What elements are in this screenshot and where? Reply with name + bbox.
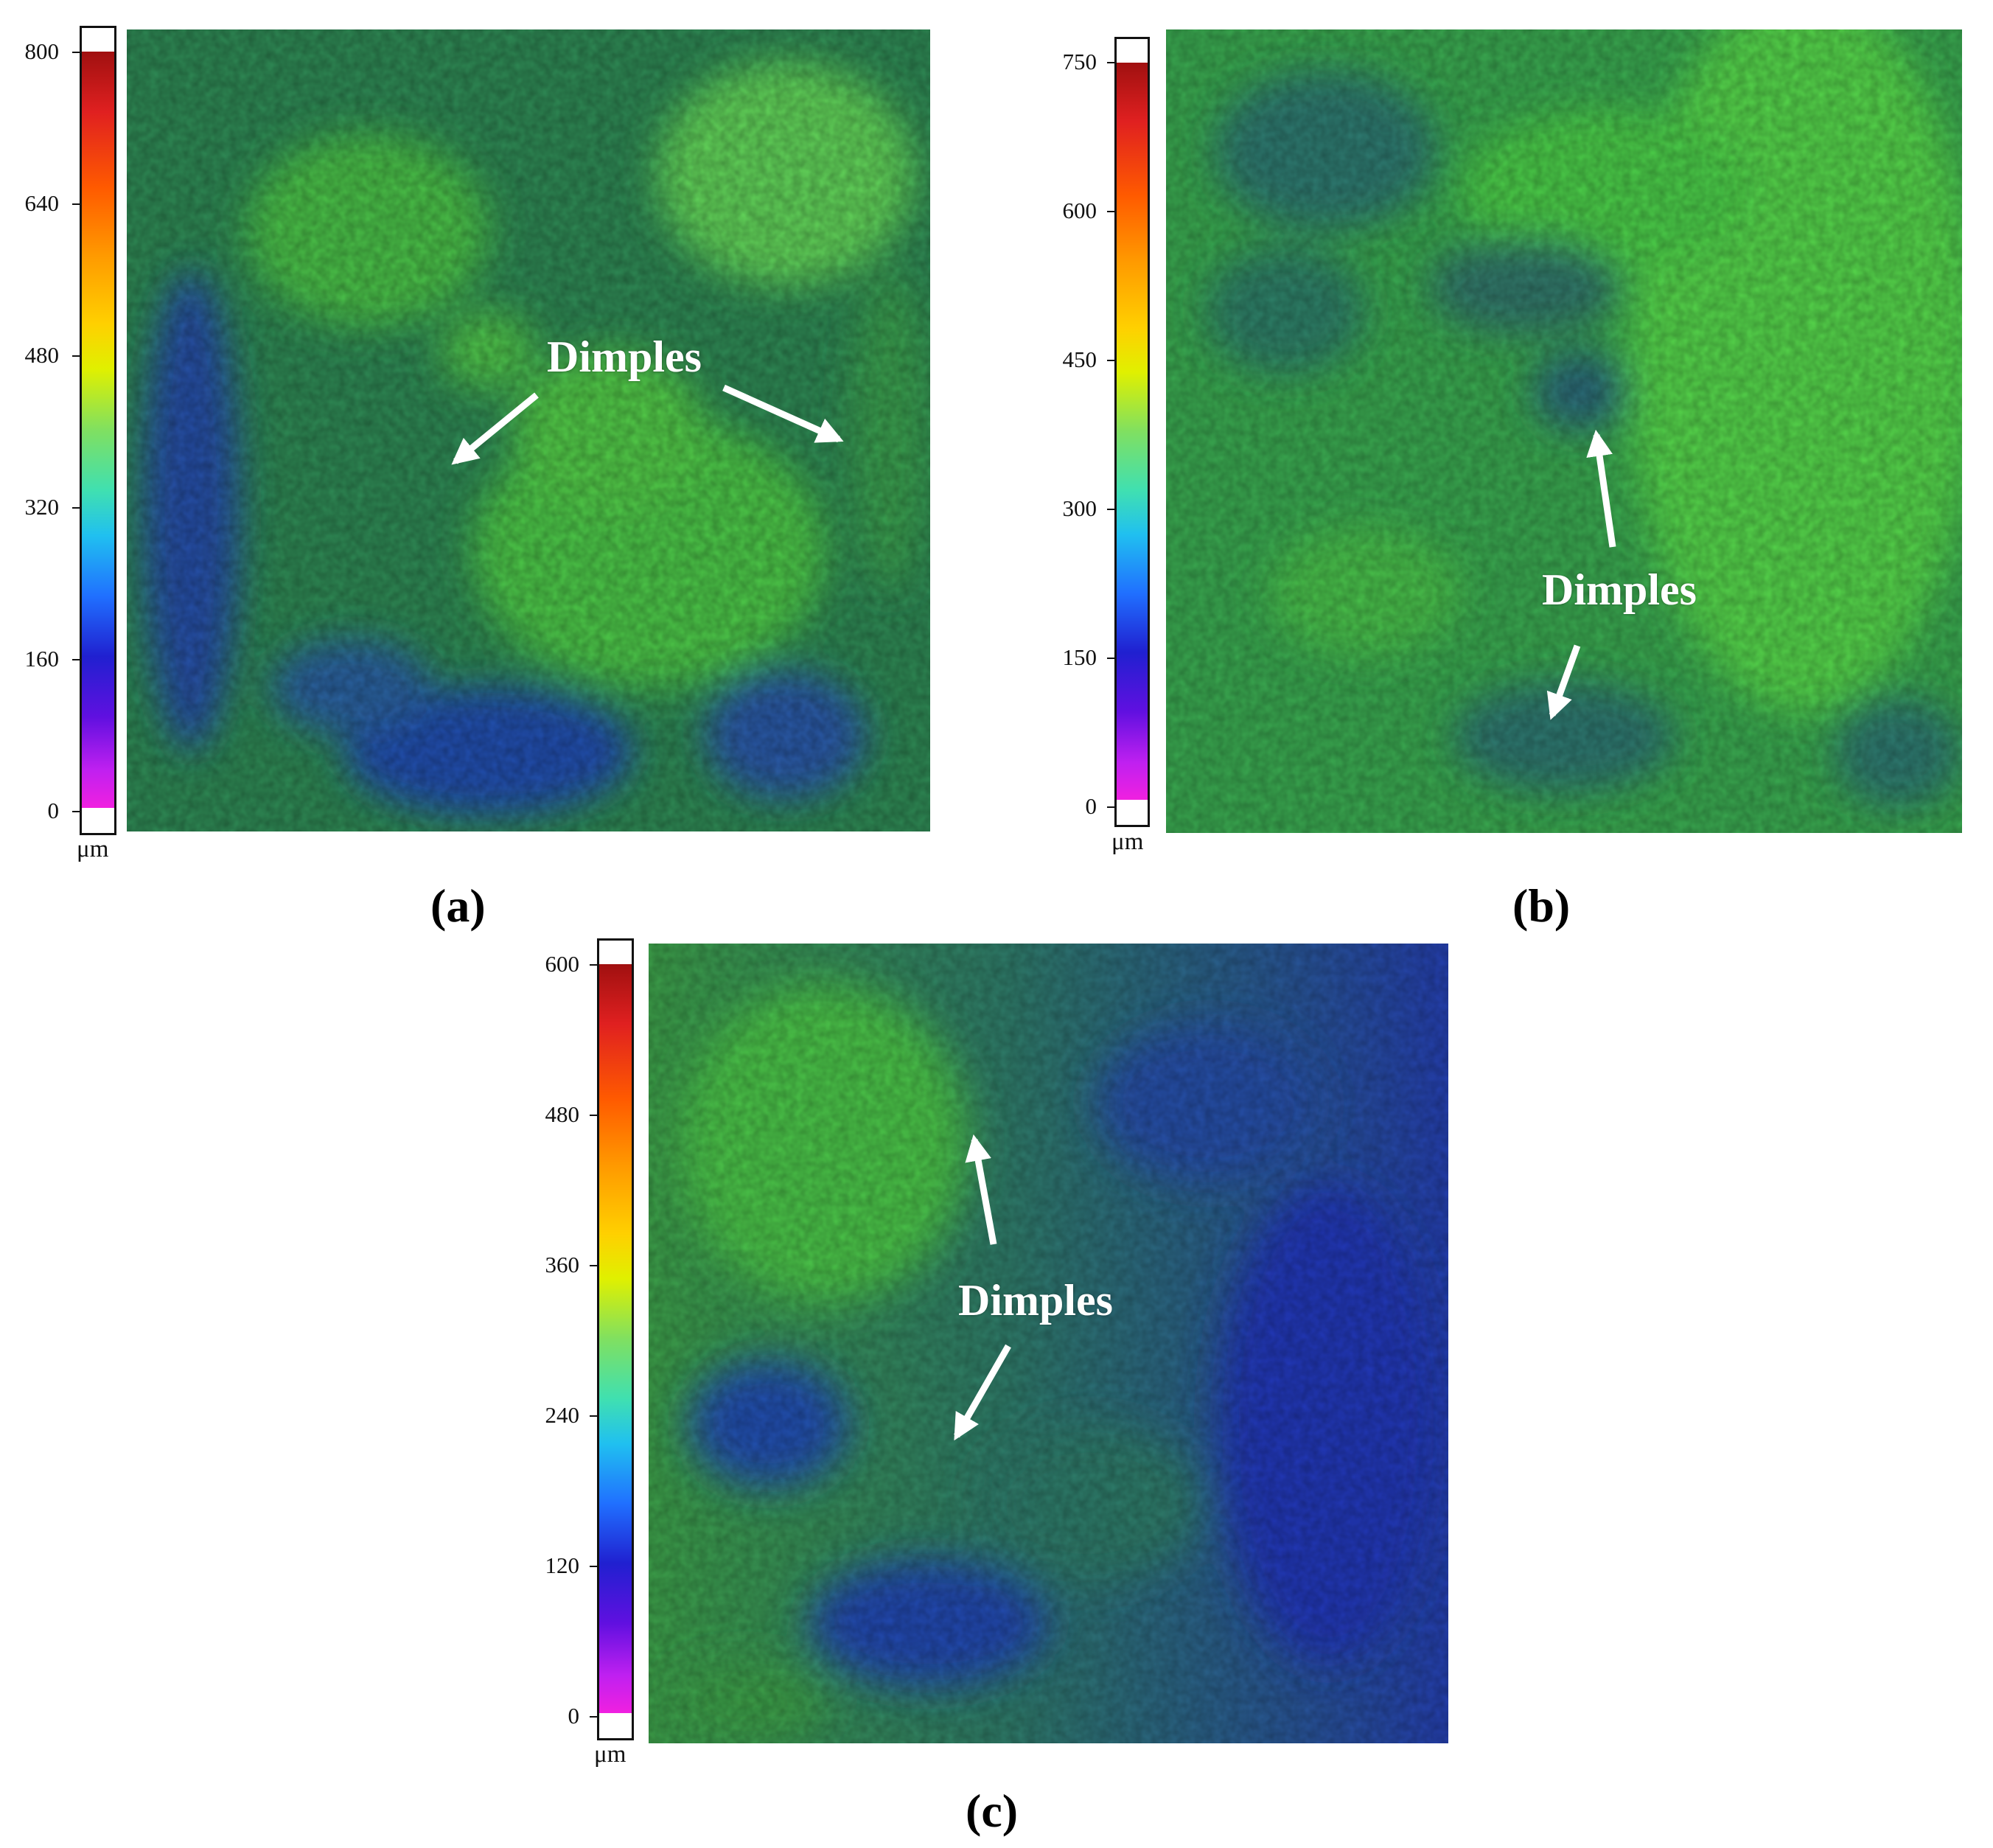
scale-tick-a-5: 0 [47, 798, 60, 823]
surface-map-a [127, 29, 930, 831]
scale-tick-c-2: 360 [545, 1252, 580, 1277]
unit-label-b: μm [1111, 829, 1144, 855]
color-scale-gradient-a [82, 52, 114, 808]
surface-map-b [1166, 29, 1962, 833]
scale-tick-c-4: 120 [545, 1552, 580, 1578]
tickmark [72, 811, 80, 812]
panel-label-b: (b) [1512, 879, 1571, 932]
color-scale-bar-c [597, 938, 634, 1740]
unit-label-c: μm [594, 1741, 626, 1768]
scale-tick-a-2: 480 [24, 342, 60, 368]
scale-tick-b-0: 750 [1062, 49, 1097, 74]
tickmark [72, 507, 80, 509]
scale-tick-a-4: 160 [24, 646, 60, 672]
scale-tick-c-3: 240 [545, 1402, 580, 1428]
tickmark [1107, 806, 1114, 808]
tickmark [590, 1115, 597, 1116]
color-scale-gradient-c [599, 964, 632, 1713]
panel-label-c: (c) [966, 1785, 1019, 1837]
tickmark [590, 1265, 597, 1266]
scale-tick-a-3: 320 [24, 494, 60, 520]
tickmark [72, 52, 80, 53]
tickmark [1107, 62, 1114, 63]
dimples-annotation-a: Dimples [547, 332, 702, 381]
surface-map-c [649, 944, 1448, 1743]
tickmark [590, 964, 597, 966]
tickmark [1107, 658, 1114, 659]
color-scale-gradient-b [1117, 63, 1148, 800]
scale-tick-c-1: 480 [545, 1101, 580, 1127]
dimples-annotation-c: Dimples [958, 1276, 1113, 1325]
tickmark [72, 355, 80, 357]
color-scale-bar-a [80, 26, 116, 835]
scale-tick-a-1: 640 [24, 190, 60, 216]
scale-tick-b-4: 150 [1062, 644, 1097, 670]
tickmark [1107, 211, 1114, 212]
color-scale-bar-b [1114, 37, 1150, 827]
scale-tick-b-5: 0 [1085, 793, 1097, 819]
scale-tick-c-0: 600 [545, 951, 580, 977]
tickmark [590, 1415, 597, 1417]
scale-tick-c-5: 0 [568, 1703, 580, 1729]
scale-tick-b-1: 600 [1062, 198, 1097, 223]
tickmark [72, 203, 80, 205]
scale-tick-b-2: 450 [1062, 346, 1097, 372]
tickmark [1107, 509, 1114, 510]
dimples-annotation-b: Dimples [1542, 565, 1697, 614]
scale-tick-b-3: 300 [1062, 495, 1097, 521]
tickmark [590, 1716, 597, 1718]
tickmark [1107, 360, 1114, 361]
unit-label-a: μm [77, 836, 109, 862]
tickmark [72, 659, 80, 660]
tickmark [590, 1566, 597, 1567]
scale-tick-a-0: 800 [24, 38, 60, 64]
panel-label-a: (a) [430, 879, 486, 932]
